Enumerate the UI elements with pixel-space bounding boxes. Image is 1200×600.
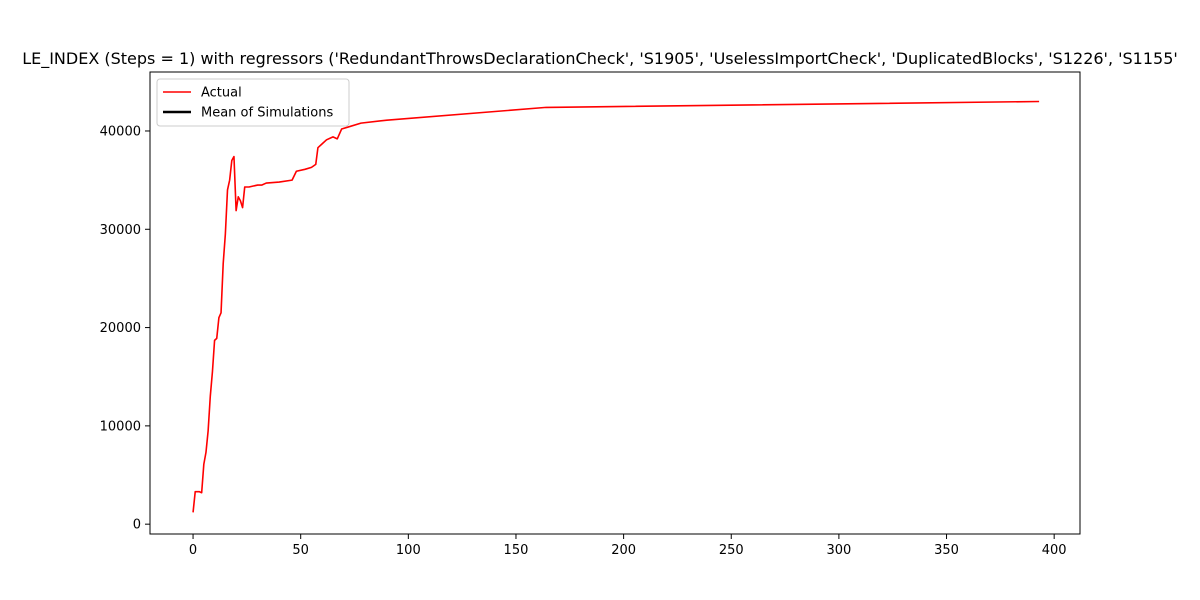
- x-tick-label: 250: [719, 543, 744, 558]
- x-tick-label: 350: [934, 543, 959, 558]
- x-tick-label: 400: [1042, 543, 1067, 558]
- y-tick-label: 20000: [100, 321, 141, 336]
- chart-title: LE_INDEX (Steps = 1) with regressors ('R…: [22, 49, 1178, 69]
- plot-area: [192, 100, 1040, 513]
- legend-entry: Mean of Simulations: [201, 106, 333, 121]
- legend-box: [156, 78, 350, 127]
- y-tick-label: 10000: [100, 419, 141, 434]
- y-tick-label: 0: [133, 518, 141, 533]
- x-tick-label: 300: [826, 543, 851, 558]
- x-tick-label: 0: [189, 543, 197, 558]
- x-tick-label: 100: [396, 543, 421, 558]
- legend-entry: Actual: [201, 86, 242, 101]
- series-line-0: [192, 100, 1040, 513]
- axes: 0 50 100 150 200 250 300 350 400 0 10000 20000 30000…: [100, 71, 1081, 558]
- x-tick-label: 150: [504, 543, 529, 558]
- x-tick-label: 200: [611, 543, 636, 558]
- legend: Actual Mean of Simulations: [156, 78, 350, 127]
- y-tick-label: 40000: [100, 124, 141, 139]
- axes-frame: [149, 71, 1081, 535]
- y-tick-label: 30000: [100, 223, 141, 238]
- x-tick-label: 50: [292, 543, 309, 558]
